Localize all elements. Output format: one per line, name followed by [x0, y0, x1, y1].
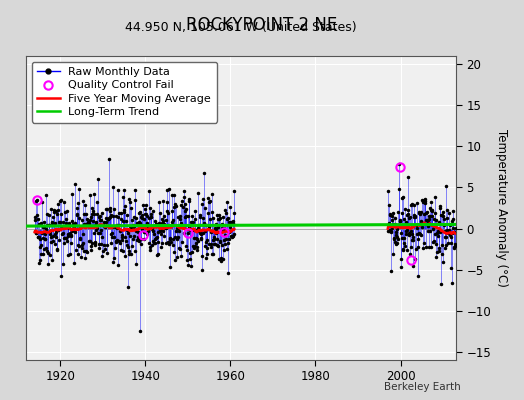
Y-axis label: Temperature Anomaly (°C): Temperature Anomaly (°C) [495, 129, 508, 287]
Text: ROCKYPOINT 2 NE: ROCKYPOINT 2 NE [187, 16, 337, 34]
Text: Berkeley Earth: Berkeley Earth [385, 382, 461, 392]
Title: 44.950 N, 105.061 W (United States): 44.950 N, 105.061 W (United States) [125, 21, 357, 34]
Legend: Raw Monthly Data, Quality Control Fail, Five Year Moving Average, Long-Term Tren: Raw Monthly Data, Quality Control Fail, … [32, 62, 217, 123]
